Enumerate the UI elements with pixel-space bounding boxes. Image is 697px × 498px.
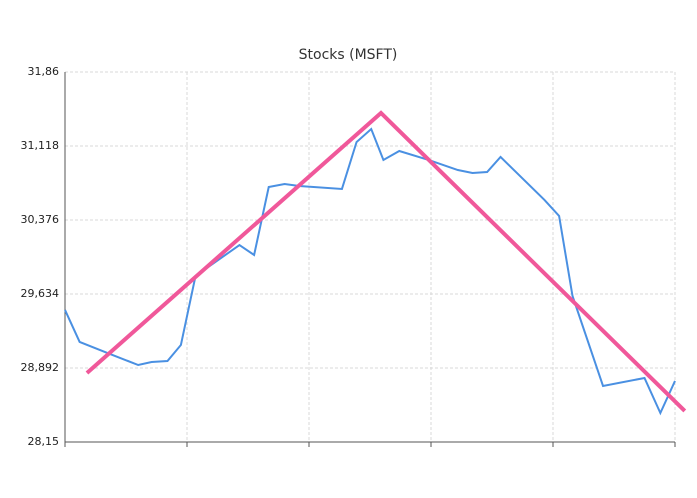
series-line [64,127,676,416]
chart-title: Stocks (MSFT) [299,47,398,63]
series-line [85,110,687,413]
y-tick-label: 31,118 [21,139,60,152]
y-tick-label: 30,376 [21,213,60,226]
y-tick-label: 31,86 [28,65,60,78]
y-tick-label: 29,634 [21,287,60,300]
y-tick-label: 28,892 [21,361,60,374]
y-tick-label: 28,15 [28,435,60,448]
